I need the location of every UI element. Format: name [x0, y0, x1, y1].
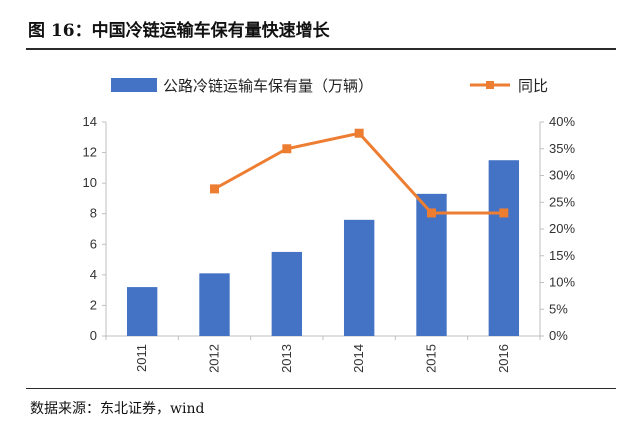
bar [199, 273, 230, 336]
left-axis-tick-label: 4 [90, 267, 97, 282]
left-axis-tick-label: 0 [90, 328, 97, 343]
x-axis-tick-label: 2014 [351, 344, 366, 373]
bars [126, 160, 520, 336]
right-axis-tick-label: 25% [549, 194, 575, 209]
legend-bar-swatch [111, 78, 157, 92]
right-axis-tick-label: 0% [549, 328, 568, 343]
legend-line-marker [486, 81, 494, 89]
legend-bar-label: 公路冷链运输车保有量（万辆） [163, 77, 373, 95]
x-axis-tick-label: 2012 [207, 344, 222, 373]
bar [126, 287, 158, 336]
right-axis-tick-label: 5% [549, 301, 568, 316]
title-rule [26, 48, 616, 50]
left-axis-tick-label: 14 [83, 114, 97, 129]
yoy-point [499, 208, 509, 218]
source-note: 数据来源：东北证券，wind [30, 401, 205, 417]
x-axis-tick-label: 2013 [279, 344, 294, 373]
right-axis-tick-label: 30% [549, 168, 575, 183]
x-axis-tick-label: 2016 [496, 344, 511, 373]
yoy-point [282, 144, 292, 154]
left-axis-tick-label: 2 [90, 297, 97, 312]
right-axis-tick-label: 10% [549, 275, 575, 290]
figure-title: 图 16：中国冷链运输车保有量快速增长 [28, 21, 330, 41]
legend: 公路冷链运输车保有量（万辆） 同比 [111, 77, 548, 95]
x-axis-tick-label: 2011 [134, 344, 149, 372]
right-axis-tick-label: 20% [549, 221, 575, 236]
x-axis-tick-label: 2015 [424, 344, 439, 373]
right-axis-tick-label: 15% [549, 248, 575, 263]
right-axis-tick-label: 35% [549, 141, 575, 156]
yoy-line-series [210, 128, 509, 218]
bar [488, 160, 520, 336]
left-axis-tick-label: 10 [83, 175, 97, 190]
bar [343, 219, 375, 336]
axes [102, 121, 544, 340]
source-rule [26, 388, 616, 389]
yoy-point [210, 184, 219, 194]
left-axis-tick-label: 8 [90, 206, 97, 221]
left-axis-tick-label: 6 [90, 236, 97, 251]
tick-labels: 0 2 4 6 8 10 12 14 0% 5% 10% 15% 20% 25% 30% 35% 40% 2011… [83, 114, 576, 373]
yoy-point [427, 208, 436, 218]
legend-line-label: 同比 [518, 77, 548, 95]
yoy-point [354, 128, 364, 138]
left-axis-tick-label: 12 [83, 145, 97, 160]
yoy-line [213, 131, 504, 215]
bar [416, 193, 447, 336]
bar [271, 251, 303, 336]
right-axis-tick-label: 40% [549, 114, 575, 129]
